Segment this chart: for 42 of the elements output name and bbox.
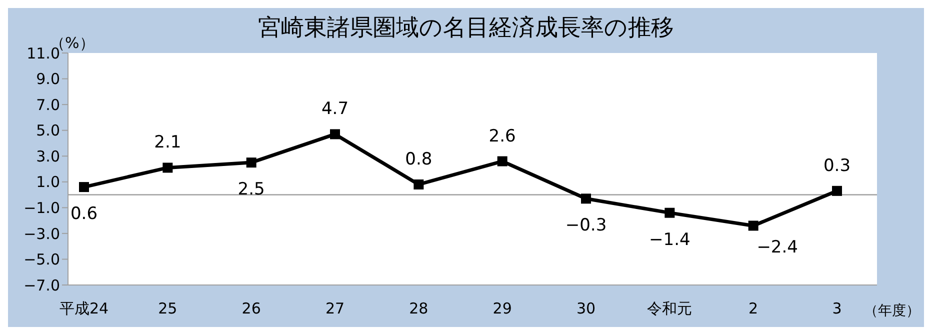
x-tick-label: 27 [325, 300, 345, 318]
point [748, 220, 758, 231]
data-label: 2.5 [238, 180, 265, 200]
point [832, 186, 842, 196]
x-tick-label: 3 [832, 300, 842, 318]
y-tick-label: −7.0 [24, 276, 60, 294]
x-tick-label: 26 [242, 300, 261, 318]
y-tick-label: −5.0 [24, 250, 60, 269]
point [664, 208, 675, 218]
x-tick-label: 25 [158, 300, 178, 318]
point [414, 179, 424, 190]
point [330, 129, 340, 140]
data-label: −2.4 [756, 238, 798, 258]
data-label: −1.4 [649, 230, 690, 250]
y-tick-label: 9.0 [36, 70, 60, 88]
y-tick-label: −3.0 [24, 224, 60, 243]
x-tick-label: 30 [576, 300, 596, 318]
x-tick-label: 29 [492, 300, 512, 318]
data-label: 4.7 [321, 99, 349, 120]
data-label: 0.3 [823, 156, 851, 176]
x-axis-title: （年度） [864, 302, 920, 320]
y-tick-label: 5.0 [36, 122, 60, 140]
y-tick-label: 3.0 [36, 147, 60, 166]
y-tick-label: 1.0 [36, 173, 60, 192]
data-label: 2.6 [488, 126, 516, 146]
data-label: 2.1 [154, 132, 182, 153]
chart-title: 宮崎東諸県圏域の名目経済成長率の推移 [258, 15, 674, 41]
y-tick-label: 11.0 [26, 44, 60, 62]
point [246, 158, 256, 168]
data-label: 0.8 [405, 149, 432, 170]
x-tick-label: 28 [409, 300, 428, 318]
point [79, 182, 89, 192]
data-label: 0.6 [70, 204, 98, 224]
x-tick-label: 令和元 [647, 300, 692, 318]
data-label: −0.3 [565, 216, 607, 236]
y-tick-label: 7.0 [36, 96, 60, 114]
point [162, 162, 173, 173]
x-tick-label: 2 [748, 300, 758, 318]
x-tick-label: 平成24 [59, 300, 109, 318]
y-tick-label: −1.0 [24, 198, 60, 217]
point [581, 194, 591, 204]
point [497, 156, 508, 166]
